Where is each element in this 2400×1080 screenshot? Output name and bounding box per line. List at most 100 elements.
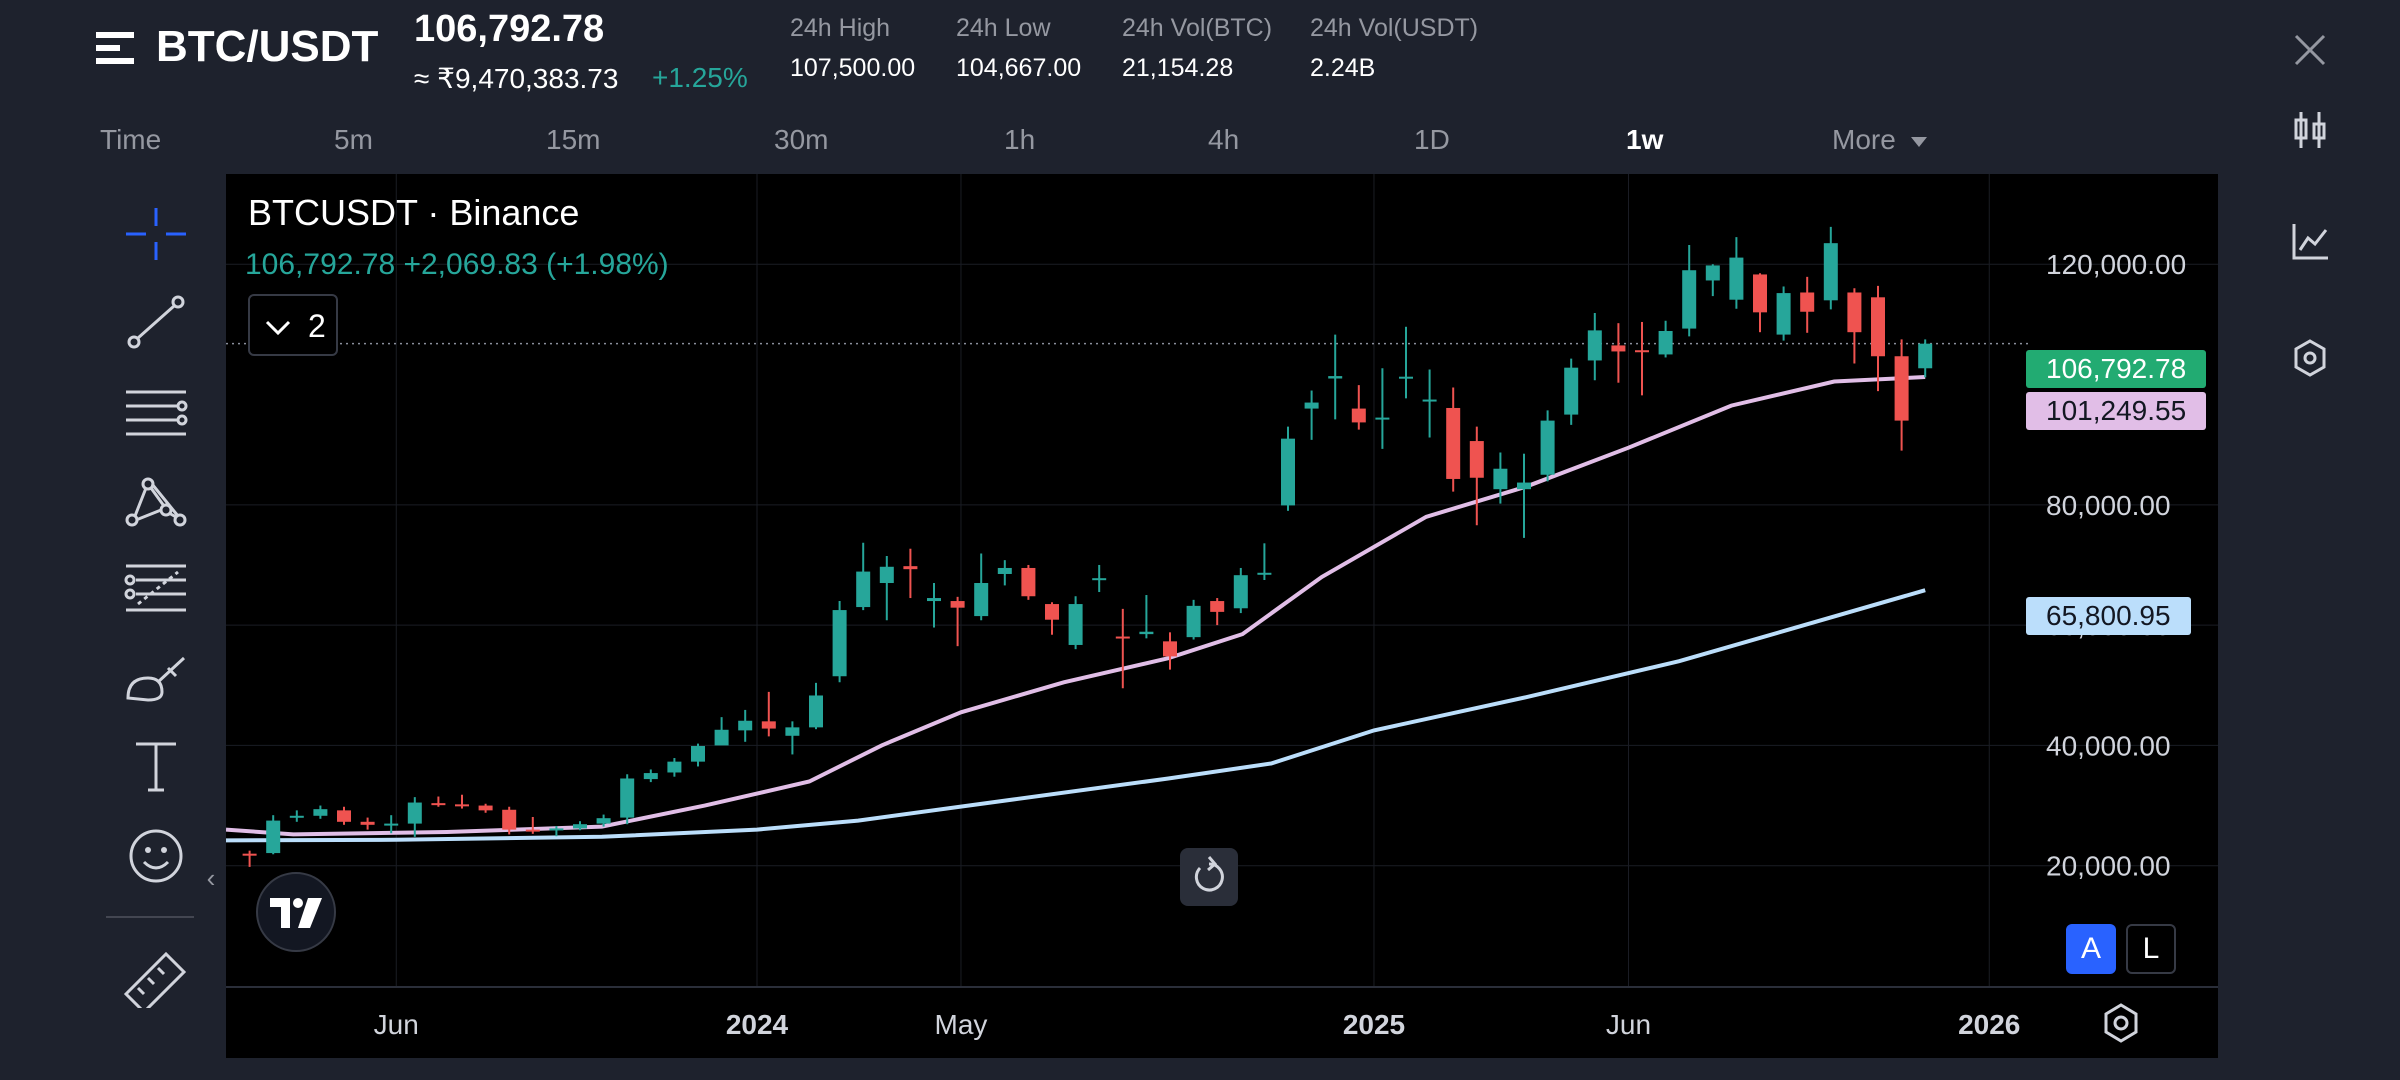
time-axis[interactable]: 2023Jun2024May2025Jun2026 — [226, 986, 2218, 1058]
candle-up — [313, 809, 328, 816]
reset-chart-button[interactable] — [1180, 848, 1238, 906]
candle-up — [1658, 330, 1673, 355]
candle-up — [1729, 257, 1744, 300]
settings-hex-icon[interactable] — [2292, 338, 2328, 378]
brush-icon[interactable] — [118, 648, 194, 708]
chart-settings-icon[interactable] — [2100, 1002, 2142, 1044]
tab-1d[interactable]: 1D — [1414, 124, 1450, 155]
candle-up — [714, 729, 729, 746]
candle-down — [1021, 567, 1036, 597]
ma-line-blue — [226, 588, 1926, 843]
candle-down — [242, 853, 257, 856]
candle-down — [1753, 274, 1767, 313]
text-tool-icon[interactable] — [118, 736, 194, 796]
ticker-header: BTC/USDT 106,792.78 ≈ ₹9,470,383.73 +1.2… — [0, 0, 2400, 110]
tab-more[interactable]: More — [1832, 124, 1928, 156]
tab-1h[interactable]: 1h — [1004, 124, 1036, 155]
toolbar-divider — [106, 916, 194, 918]
ruler-icon[interactable] — [118, 948, 194, 1008]
stat-value-24h-vol-btc: 21,154.28 — [1122, 54, 1234, 82]
chart-symbol-title[interactable]: BTCUSDT · Binance — [248, 192, 580, 233]
candle-up — [620, 778, 635, 818]
candle-up — [1493, 468, 1508, 490]
stat-value-24h-high: 107,500.00 — [790, 54, 916, 82]
candle-up — [1139, 631, 1154, 635]
candle-up — [573, 824, 587, 829]
candle-down — [1871, 297, 1885, 357]
price-tag-ma-pink: 101,249.55 — [2026, 392, 2207, 430]
x-axis-label: Jun — [374, 1009, 419, 1040]
candle-up — [1281, 438, 1295, 506]
close-icon[interactable] — [2290, 30, 2330, 70]
y-axis-label: 80,000.00 — [2046, 490, 2171, 521]
x-axis-label: May — [935, 1009, 988, 1040]
candle-down — [761, 721, 776, 729]
candle-up — [1233, 575, 1248, 609]
candle-up — [691, 746, 705, 762]
tab-30m[interactable]: 30m — [774, 124, 829, 155]
pattern-tool-icon[interactable] — [118, 470, 194, 530]
fib-retracement-icon[interactable] — [118, 558, 194, 618]
tab-5m[interactable]: 5m — [334, 124, 373, 155]
tab-time[interactable]: Time — [100, 124, 162, 155]
candle-up — [927, 598, 941, 602]
y-axis-label: 120,000.00 — [2046, 249, 2186, 280]
horizontal-lines-icon[interactable] — [118, 382, 194, 442]
indicators-toggle[interactable]: 2 — [248, 294, 338, 356]
change-percent: +1.25% — [652, 62, 748, 93]
y-axis-label: 40,000.00 — [2046, 730, 2171, 761]
last-price: 106,792.78 — [414, 8, 605, 50]
candle-down — [1045, 604, 1059, 620]
candle-up — [407, 802, 422, 824]
candle-down — [950, 601, 965, 608]
candle-up — [879, 566, 894, 584]
candle-up — [266, 820, 281, 854]
emoji-icon[interactable] — [118, 826, 194, 886]
y-axis-label: 20,000.00 — [2046, 851, 2171, 882]
candle-up — [1705, 265, 1720, 281]
candle-up — [832, 610, 847, 677]
candle-down — [1894, 356, 1909, 421]
drawing-toolbar — [88, 174, 228, 1056]
indicators-chart-icon[interactable] — [2290, 222, 2330, 262]
trend-line-icon[interactable] — [118, 292, 194, 352]
candle-down — [431, 803, 446, 806]
candle-down — [1800, 292, 1815, 312]
crosshair-icon[interactable] — [118, 204, 194, 264]
candle-up — [1682, 270, 1697, 329]
candle-down — [1163, 641, 1177, 657]
candle-up — [1540, 420, 1555, 475]
candle-up — [1068, 604, 1083, 645]
log-scale-button[interactable]: L — [2126, 924, 2176, 974]
candle-up — [1092, 578, 1107, 581]
tradingview-logo[interactable] — [256, 872, 336, 952]
price-tag-last: 106,792.78 — [2026, 350, 2207, 388]
candle-up — [1823, 243, 1838, 301]
candle-down — [1847, 292, 1862, 333]
auto-scale-button[interactable]: A — [2066, 924, 2116, 974]
candle-up — [1564, 367, 1579, 415]
menu-icon[interactable] — [94, 28, 138, 68]
tab-more-label: More — [1832, 124, 1896, 155]
stat-value-24h-vol-usdt: 2.24B — [1310, 54, 1376, 82]
stat-value-24h-low: 104,667.00 — [956, 54, 1082, 82]
candle-down — [1210, 601, 1225, 612]
tab-4h[interactable]: 4h — [1208, 124, 1240, 155]
candle-up — [549, 828, 564, 831]
candle-down — [502, 809, 517, 830]
caret-down-icon — [1910, 136, 1927, 147]
candle-up — [1304, 402, 1319, 409]
candle-down — [1635, 350, 1649, 353]
chart-plot-area[interactable]: 120,000.0080,000.0060,000.0040,000.0020,… — [226, 174, 2218, 986]
stat-label-24h-high: 24h High — [790, 14, 891, 42]
toolbar-collapse-handle[interactable]: ‹ — [198, 848, 224, 908]
candle-up — [974, 583, 989, 617]
tab-1w[interactable]: 1w — [1626, 124, 1664, 155]
x-axis-label: 2024 — [726, 1009, 789, 1040]
pair-title[interactable]: BTC/USDT — [156, 22, 379, 71]
candles-style-icon[interactable] — [2292, 110, 2328, 150]
candle-down — [1115, 636, 1130, 639]
candlestick-chart: 120,000.0080,000.0060,000.0040,000.0020,… — [226, 174, 2218, 986]
candle-up — [596, 818, 611, 824]
tab-15m[interactable]: 15m — [546, 124, 601, 155]
